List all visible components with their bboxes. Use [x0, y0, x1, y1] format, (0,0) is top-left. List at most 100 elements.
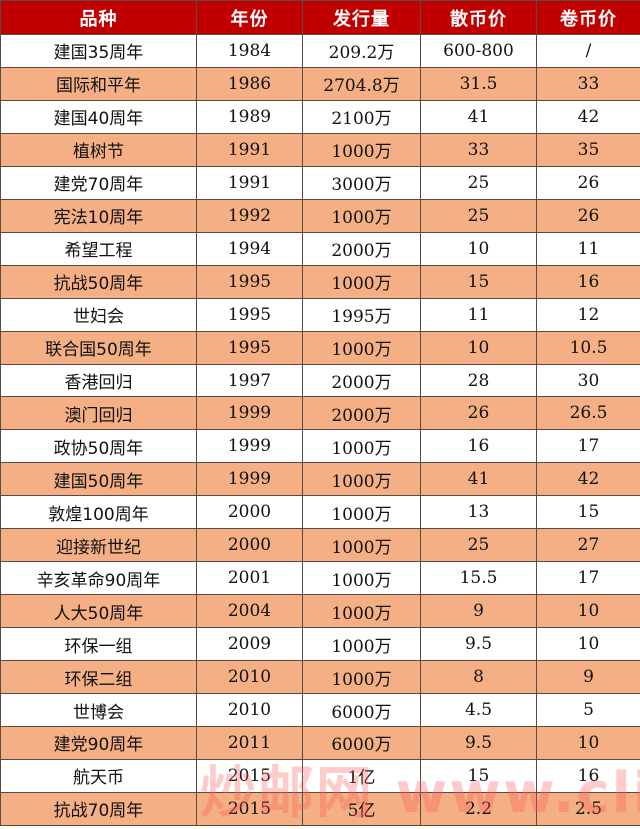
roll-price-cell: 2.5 [537, 792, 640, 825]
mintage-cell: 1亿 [303, 759, 421, 792]
year-cell: 1999 [197, 463, 303, 496]
table-header: 品种 年份 发行量 散币价 卷币价 [1, 1, 640, 35]
year-cell: 1994 [197, 232, 303, 265]
loose-price-cell: 33 [421, 133, 537, 166]
year-cell: 2015 [197, 792, 303, 825]
variety-cell: 迎接新世纪 [1, 529, 197, 562]
variety-cell: 建国35周年 [1, 35, 197, 68]
loose-price-cell: 25 [421, 166, 537, 199]
year-cell: 1991 [197, 133, 303, 166]
year-cell: 2010 [197, 694, 303, 727]
variety-cell: 国际和平年 [1, 67, 197, 100]
loose-price-cell: 9.5 [421, 628, 537, 661]
variety-cell: 环保一组 [1, 628, 197, 661]
roll-price-cell: 42 [537, 100, 640, 133]
mintage-cell: 209.2万 [303, 35, 421, 68]
mintage-cell: 1000万 [303, 562, 421, 595]
mintage-cell: 1000万 [303, 463, 421, 496]
mintage-cell: 1000万 [303, 133, 421, 166]
year-cell: 1999 [197, 397, 303, 430]
header-variety: 品种 [1, 1, 197, 35]
roll-price-cell: 26.5 [537, 397, 640, 430]
loose-price-cell: 26 [421, 397, 537, 430]
loose-price-cell: 13 [421, 496, 537, 529]
year-cell: 2010 [197, 661, 303, 694]
year-cell: 1989 [197, 100, 303, 133]
roll-price-cell: 16 [537, 759, 640, 792]
year-cell: 2004 [197, 595, 303, 628]
roll-price-cell: 15 [537, 496, 640, 529]
year-cell: 1995 [197, 265, 303, 298]
mintage-cell: 1000万 [303, 430, 421, 463]
year-cell: 1986 [197, 67, 303, 100]
roll-price-cell: 10.5 [537, 331, 640, 364]
roll-price-cell: 10 [537, 727, 640, 760]
year-cell: 2000 [197, 529, 303, 562]
mintage-cell: 1000万 [303, 628, 421, 661]
roll-price-cell: 30 [537, 364, 640, 397]
variety-cell: 建国40周年 [1, 100, 197, 133]
variety-cell: 香港回归 [1, 364, 197, 397]
variety-cell: 抗战50周年 [1, 265, 197, 298]
roll-price-cell: 10 [537, 595, 640, 628]
header-year: 年份 [197, 1, 303, 35]
mintage-cell: 2000万 [303, 232, 421, 265]
year-cell: 2015 [197, 759, 303, 792]
loose-price-cell: 28 [421, 364, 537, 397]
loose-price-cell: 15 [421, 759, 537, 792]
loose-price-cell: 2.2 [421, 792, 537, 825]
roll-price-cell: 12 [537, 298, 640, 331]
loose-price-cell: 4.5 [421, 694, 537, 727]
variety-cell: 航天币 [1, 759, 197, 792]
year-cell: 1992 [197, 199, 303, 232]
variety-cell: 联合国50周年 [1, 331, 197, 364]
mintage-cell: 1995万 [303, 298, 421, 331]
mintage-cell: 2704.8万 [303, 67, 421, 100]
loose-price-cell: 25 [421, 199, 537, 232]
loose-price-cell: 10 [421, 232, 537, 265]
year-cell: 2011 [197, 727, 303, 760]
mintage-cell: 1000万 [303, 595, 421, 628]
loose-price-cell: 41 [421, 463, 537, 496]
variety-cell: 世博会 [1, 694, 197, 727]
roll-price-cell: 26 [537, 199, 640, 232]
variety-cell: 政协50周年 [1, 430, 197, 463]
mintage-cell: 2000万 [303, 397, 421, 430]
loose-price-cell: 11 [421, 298, 537, 331]
variety-cell: 建国50周年 [1, 463, 197, 496]
loose-price-cell: 8 [421, 661, 537, 694]
variety-cell: 人大50周年 [1, 595, 197, 628]
mintage-cell: 1000万 [303, 529, 421, 562]
mintage-cell: 6000万 [303, 694, 421, 727]
year-cell: 1999 [197, 430, 303, 463]
header-row: 品种 年份 发行量 散币价 卷币价 [1, 1, 640, 35]
loose-price-cell: 600-800 [421, 35, 537, 68]
loose-price-cell: 15 [421, 265, 537, 298]
mintage-cell: 1000万 [303, 661, 421, 694]
variety-cell: 宪法10周年 [1, 199, 197, 232]
loose-price-cell: 9.5 [421, 727, 537, 760]
variety-cell: 环保二组 [1, 661, 197, 694]
loose-price-cell: 31.5 [421, 67, 537, 100]
header-loose-coin-price: 散币价 [421, 1, 537, 35]
loose-price-cell: 25 [421, 529, 537, 562]
loose-price-cell: 41 [421, 100, 537, 133]
